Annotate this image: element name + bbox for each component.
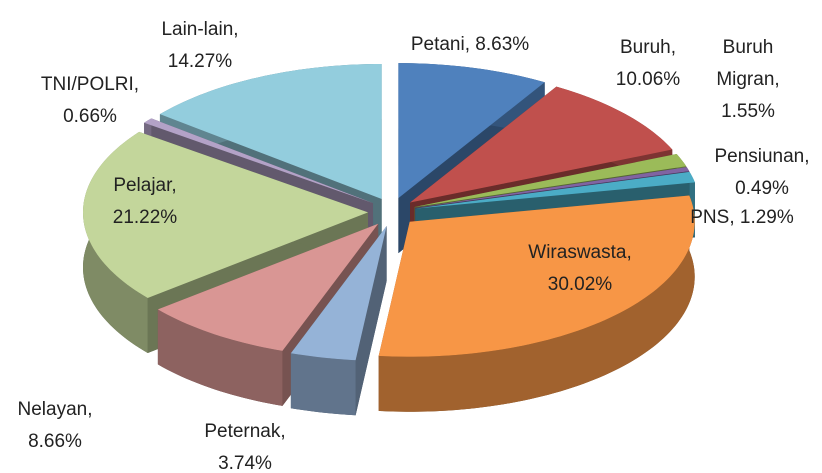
slice [290, 226, 387, 416]
slice-top [290, 226, 387, 361]
data-label: 10.06% [616, 69, 681, 90]
slice [83, 131, 369, 353]
slice-top [159, 64, 382, 200]
data-label: Nelayan, [18, 399, 93, 420]
slice-top [398, 63, 545, 199]
data-label: Petani, 8.63% [411, 34, 529, 55]
data-label: 21.22% [113, 207, 178, 228]
data-label: Peternak, [204, 421, 285, 442]
data-label: Pensiunan, [714, 146, 809, 167]
data-label: 0.66% [63, 106, 117, 127]
data-label: PNS, 1.29% [690, 207, 794, 228]
slice-top [157, 223, 379, 351]
slice-wall [157, 309, 283, 406]
slice-wall [290, 353, 356, 416]
slice-top [378, 195, 695, 357]
data-label: 3.74% [218, 453, 272, 473]
data-label: Wiraswasta, [528, 242, 631, 263]
slice-wall [378, 195, 695, 412]
slice-top [83, 131, 369, 298]
data-label: Buruh [723, 37, 774, 58]
data-label: Lain-lain, [161, 19, 238, 40]
data-label: 0.49% [735, 178, 789, 199]
slice-top [144, 118, 374, 204]
data-label: Buruh, [620, 37, 676, 58]
slice-top [410, 86, 673, 203]
data-label: 8.66% [28, 431, 82, 452]
data-label: 1.55% [721, 101, 775, 122]
data-label: TNI/POLRI, [41, 74, 139, 95]
data-label: 30.02% [548, 274, 613, 295]
slice-top [415, 171, 695, 209]
data-label: 14.27% [168, 51, 233, 72]
slice-top [414, 167, 690, 208]
slice [378, 195, 695, 412]
data-label: Migran, [716, 69, 779, 90]
data-label: Pelajar, [113, 175, 176, 196]
slice-top [414, 154, 687, 207]
